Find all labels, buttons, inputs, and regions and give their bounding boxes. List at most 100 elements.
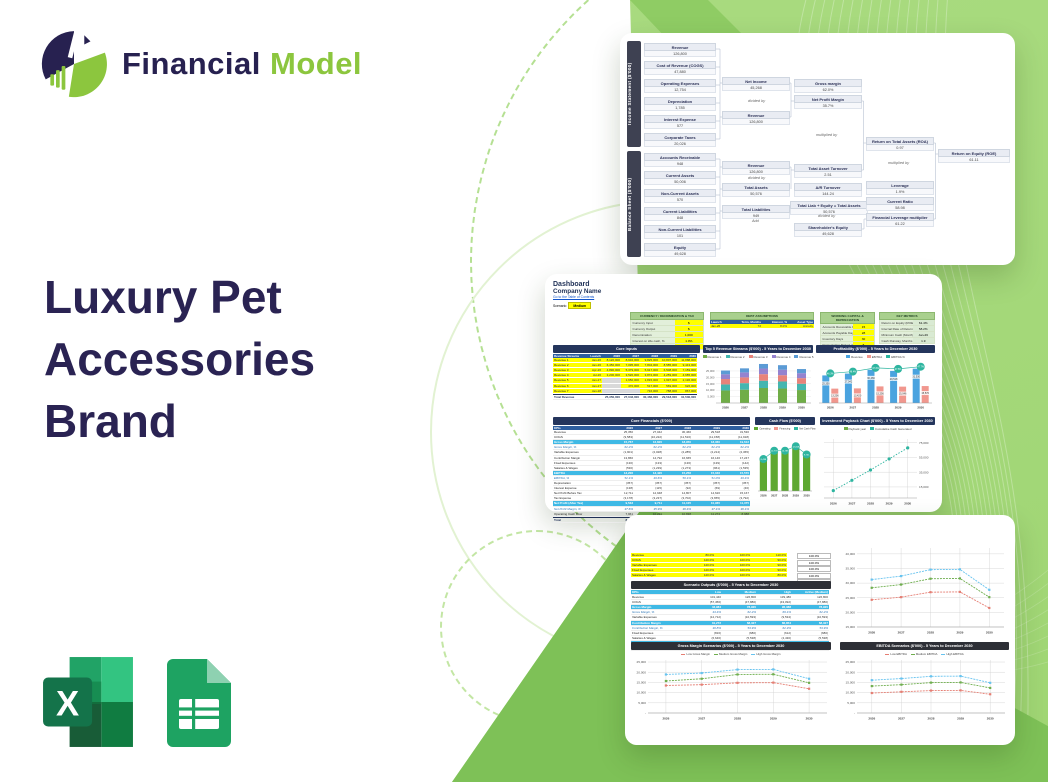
svg-text:2028: 2028 [928,717,935,721]
cell: (43,092) [757,600,792,606]
financial-model-logo-icon [41,28,107,98]
profitability-chart: Revenue EBITDA EBITDA % 25,350 13,206 2026 27,… [816,354,935,416]
svg-text:55,000: 55,000 [919,456,929,460]
legend-item: Revenue 3 [748,355,768,359]
flow-box: Corporate Taxes 20,026 [644,133,716,148]
scenarios-screenshot-card: Revenue 80.0% 100.0% 110.0% COGS 120.0% 100.0%… [625,515,1015,745]
flow-operator: Add [752,219,759,223]
cell: (92) [663,486,692,492]
svg-text:46.4%: 46.4% [850,372,857,374]
flow-box: Total Liab + Equity = Total Assets 50,576 [790,201,868,216]
cell: 4,685,000 [678,373,697,379]
brand-logo: Financial Model [38,28,362,100]
svg-text:2026: 2026 [827,406,834,410]
flow-box: Depreciation 1,785 [644,97,716,112]
active-value: 100.0% [797,572,831,579]
legend-item: EBITDA [866,355,882,359]
cell: Contribution Margin, % [631,626,687,631]
cell: (9,583) [605,435,634,441]
cell: 2030 [721,426,750,431]
cell: 2026 [602,354,621,359]
cell: (6,646) [687,636,722,641]
cell: Revenue 4 [553,373,589,379]
cell: 37.6% [605,507,634,512]
brand-name: Financial Model [122,46,363,81]
cell: Net Profit Margin, % [553,507,605,512]
cell: 15,167 [721,491,750,497]
svg-text:-: - [645,711,646,715]
flow-box: Operating Expenses 12,754 [644,79,716,94]
cell: 49.6% [634,476,663,482]
svg-text:15,000: 15,000 [846,625,856,629]
cell: Salaries & Wages [553,466,605,471]
cell: Revenue 3 [553,368,589,374]
svg-text:29,518: 29,518 [890,378,898,381]
dashboard-title: Dashboard [553,281,590,288]
cell: Salaries & Wages [631,573,679,579]
cell: 27,042 [634,430,663,436]
scenario-selector[interactable]: Medium [568,302,592,309]
cell: 2027 [634,426,663,431]
ebitda-legend: Low EBITDA Medium EBITDA High EBITDA [840,651,1009,657]
svg-text:2028: 2028 [782,494,789,498]
cell: 9,443,000 [678,363,697,369]
table-row: KPIs Low Medium High Active (Medium) [631,590,831,596]
cell: EBITDA, % [553,476,605,482]
cell: 29,518 [692,430,721,436]
cell: 100.0% [715,568,751,574]
cell: 2028 [663,426,692,431]
cell: Revenue 2 [553,363,589,369]
cell: 62.2% [605,445,634,451]
cell: 27,042,000 [621,393,640,400]
flow-box: Total Liabilities 949 [722,205,790,220]
cell: Term, Months [736,320,762,325]
cell: 96,388 [757,605,792,611]
cell: Jan-27 [589,378,602,384]
panel-row: Currency Input $ [630,320,704,326]
svg-text:9,751: 9,751 [804,454,810,456]
cell: 126,800 [722,595,757,601]
cell: 100.0% [715,573,751,579]
cell: 15,570 [721,470,750,476]
table-row: Tax Expense (3,178) (3,237) (3,702) (3,655)(… [553,496,750,502]
cell: Gross Margin, % [553,445,605,451]
svg-text:30,000: 30,000 [846,581,856,585]
cell: Low [687,590,722,596]
svg-text:13,420: 13,420 [854,394,862,397]
svg-text:47.4%: 47.4% [872,368,879,370]
cell: (11,158) [692,435,721,441]
cell: (11,516) [663,435,692,441]
cell: EBITDA [553,470,605,476]
google-sheets-icon [167,659,231,747]
cell: 120.0% [679,558,715,564]
working-capital-panel: WORKING CAPITAL & DEPRECIATION Accounts … [820,312,875,348]
svg-text:2027: 2027 [771,494,778,498]
cell: (357) [605,481,634,487]
svg-text:12,008: 12,008 [792,446,799,448]
cell: (1,239) [634,466,663,471]
legend-item: High Gross Margin [751,652,781,656]
svg-text:2026: 2026 [868,717,875,721]
cell: (680) [722,631,757,636]
cell: 69.1% [757,610,792,616]
svg-text:15,000: 15,000 [919,485,929,489]
cell: (139) [692,461,721,466]
cell: 90.0% [751,558,787,564]
cell: 30,466,000 [640,393,659,400]
svg-text:35,000: 35,000 [846,567,856,571]
cell: 37.1% [692,507,721,512]
cell: Gross Margin [631,605,687,611]
cell: 30,466 [663,430,692,436]
legend-item: Net Cash Flow [794,427,816,431]
cell: Launch [589,354,602,359]
cell: Medium [722,590,757,596]
table-row: Net Profit Before Tax 12,711 12,948 14,807 1… [553,491,750,497]
cell: Revenue [553,430,605,436]
flow-box: Non-Current Liabilities 101 [644,225,716,240]
cell: (612) [757,631,792,636]
flow-box: Total Asset Turnover 2.51 [794,164,862,179]
table-of-contents-link[interactable]: Go to the Table of Contents [553,295,595,299]
key-metrics-panel: KEY METRICS Return on Equity (ROE) 61.4% I… [879,312,935,344]
cell: KPIs [631,590,687,596]
flow-box: Shareholder's Equity 49,628 [794,223,862,238]
